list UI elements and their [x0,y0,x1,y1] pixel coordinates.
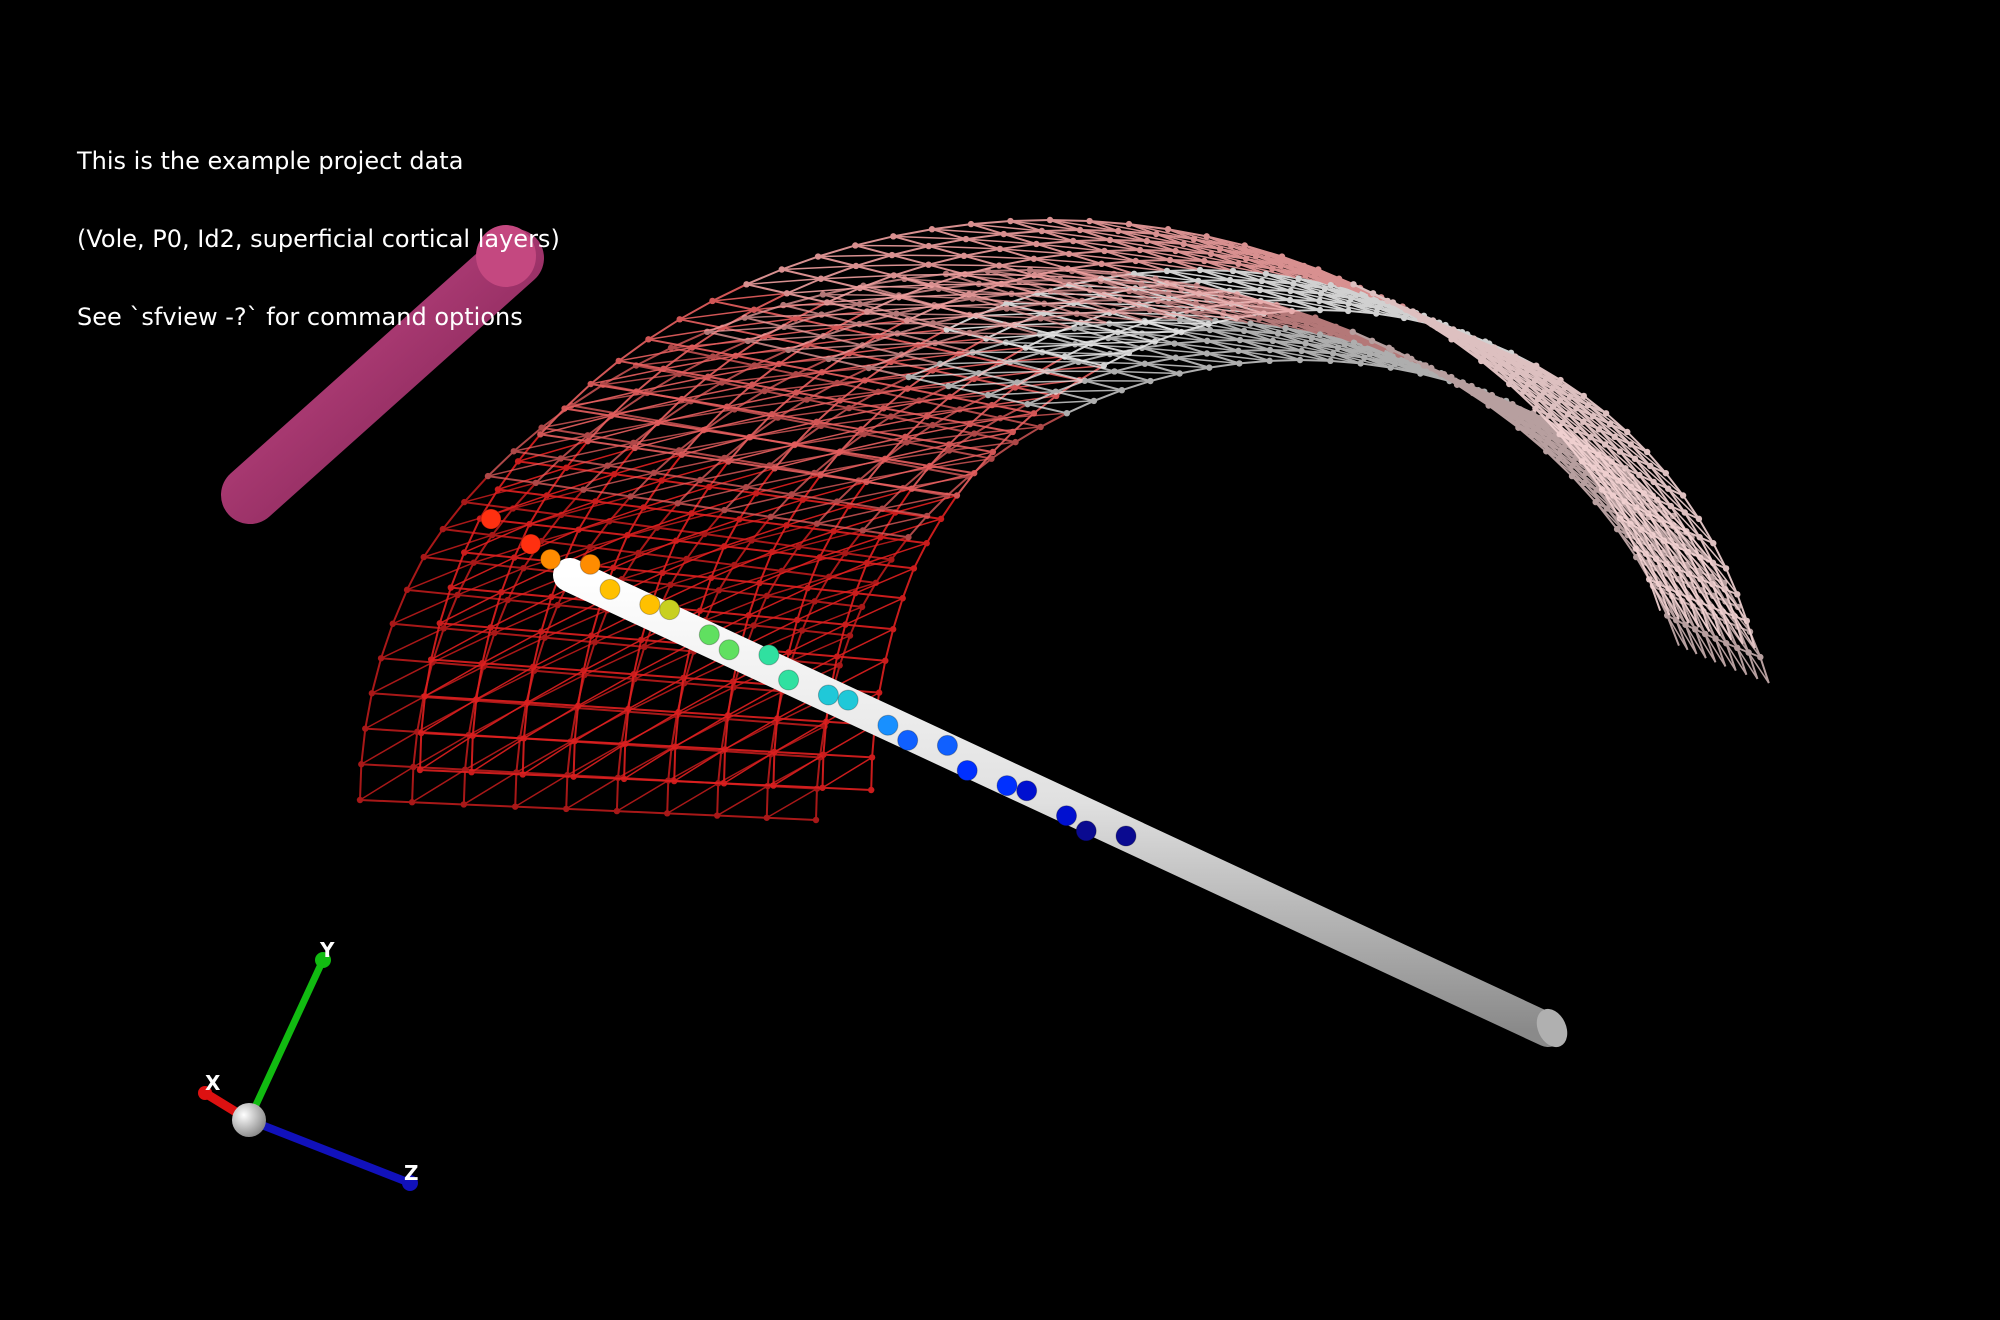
electrode-marker [520,533,542,555]
y-axis-line [245,956,327,1124]
electrode-marker [1016,780,1038,802]
mesh-layer-0 [416,216,1756,794]
axes-origin [232,1103,266,1137]
electrode-marker [877,714,899,736]
x-axis-label: X [205,1071,221,1095]
electrode-marker [698,624,720,646]
electrode-marker [639,594,661,615]
electrode-marker [778,669,800,691]
electrode-markers [480,508,1137,847]
electrode-marker [659,599,681,621]
y-axis-tip [315,952,331,968]
z-axis-tip [402,1175,418,1191]
info-line-dataset: (Vole, P0, Id2, superficial cortical lay… [77,225,560,253]
electrode-marker [599,578,621,600]
electrode-marker [480,508,502,530]
electrode-marker [817,684,839,706]
electrode-marker [758,644,780,666]
electrode-marker [897,729,919,751]
info-line-help: See `sfview -?` for command options [77,303,523,331]
electrode-marker [837,689,859,711]
y-axis-label: Y [319,938,335,962]
electrode-marker [579,553,601,575]
electrode-marker [1115,825,1137,847]
tilted-rod [221,225,544,524]
electrode-marker [996,775,1018,797]
mesh-layer-1 [356,266,1770,824]
z-axis-label: Z [404,1161,419,1185]
electrode-marker [540,548,561,570]
electrode-marker [936,734,958,756]
x-axis-tip [198,1086,212,1100]
electrode-marker [1075,820,1097,842]
electrode-marker [1056,805,1077,827]
orientation-axes: X Y Z [198,938,419,1191]
electrode-marker [956,760,978,781]
info-overlay: This is the example project data (Vole, … [77,96,560,382]
cortical-surface-mesh [356,216,1770,824]
z-axis-line [245,1116,414,1187]
info-line-title: This is the example project data [77,147,464,175]
electrode-marker [718,639,740,661]
